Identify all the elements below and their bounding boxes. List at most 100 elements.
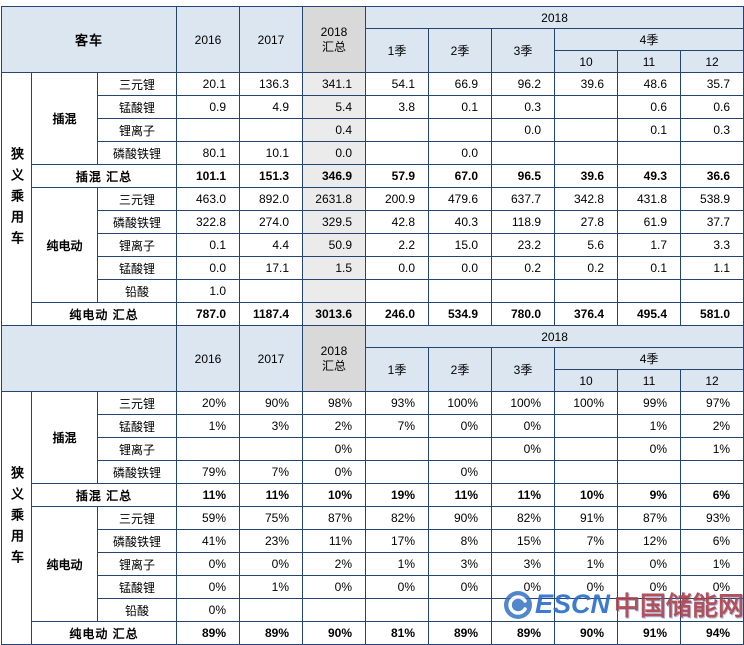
battery-type-label: 锰酸锂 bbox=[97, 256, 177, 280]
battery-type-label: 磷酸铁锂 bbox=[96, 460, 178, 484]
value-cell: 93% bbox=[365, 391, 430, 415]
battery-type-label: 锰酸锂 bbox=[97, 95, 177, 119]
value-cell bbox=[428, 437, 493, 461]
value-cell: 23.2 bbox=[491, 233, 555, 257]
value-cell: 4.9 bbox=[239, 95, 303, 119]
value-cell bbox=[239, 118, 303, 142]
value-cell: 0% bbox=[365, 575, 430, 599]
col-header-year-0: 2016 bbox=[176, 325, 241, 392]
corner-label: 客车 bbox=[1, 6, 177, 73]
value-cell: 27.8 bbox=[554, 210, 618, 234]
col-header-year-0: 2016 bbox=[176, 6, 240, 73]
side-label: 狭义乘用车 bbox=[1, 72, 32, 326]
value-cell bbox=[365, 118, 429, 142]
value-cell: 17.1 bbox=[239, 256, 303, 280]
value-cell: 2% bbox=[302, 414, 367, 438]
value-cell: 2.2 bbox=[365, 233, 429, 257]
value-cell: 322.8 bbox=[176, 210, 240, 234]
battery-table-2: 2016 2017 2018 汇总 2018 1季 2季 3季 4季 10 11 12 狭义乘用车 插混三… bbox=[0, 325, 744, 645]
value-cell: 0.1 bbox=[428, 95, 492, 119]
value-cell: 2% bbox=[680, 414, 744, 438]
value-cell: 90% bbox=[239, 391, 304, 415]
value-cell: 0.2 bbox=[491, 256, 555, 280]
value-cell: 9% bbox=[617, 483, 682, 507]
value-cell: 342.8 bbox=[554, 187, 618, 211]
col-header-2018-group: 2018 bbox=[365, 325, 744, 348]
value-cell: 1% bbox=[680, 437, 744, 461]
value-cell: 1% bbox=[617, 414, 682, 438]
value-cell: 8% bbox=[428, 529, 493, 553]
value-cell: 1% bbox=[239, 575, 304, 599]
value-cell: 780.0 bbox=[491, 302, 555, 326]
value-cell: 81% bbox=[365, 621, 430, 645]
value-cell: 0% bbox=[491, 437, 556, 461]
value-cell bbox=[679, 279, 744, 303]
col-header-quarter-1: 1季 bbox=[365, 347, 430, 392]
value-cell: 82% bbox=[491, 506, 556, 530]
value-cell bbox=[491, 141, 555, 165]
value-cell: 100% bbox=[491, 391, 556, 415]
value-cell: 246.0 bbox=[365, 302, 429, 326]
value-cell bbox=[491, 279, 555, 303]
col-header-quarter-3: 3季 bbox=[491, 347, 556, 392]
value-cell: 581.0 bbox=[679, 302, 744, 326]
value-cell: 7% bbox=[239, 460, 304, 484]
value-cell: 99% bbox=[617, 391, 682, 415]
value-cell bbox=[554, 437, 619, 461]
value-cell: 0.2 bbox=[554, 256, 618, 280]
value-cell: 0% bbox=[176, 598, 241, 622]
value-cell: 3% bbox=[239, 414, 304, 438]
col-header-year-1: 2017 bbox=[239, 325, 304, 392]
col-header-2018-group: 2018 bbox=[364, 6, 744, 29]
col-header-month-0: 10 bbox=[554, 50, 618, 73]
value-cell: 89% bbox=[176, 621, 241, 645]
value-cell bbox=[428, 118, 492, 142]
col-header-month-1: 11 bbox=[617, 369, 682, 392]
value-cell: 0% bbox=[428, 414, 493, 438]
value-cell: 463.0 bbox=[176, 187, 240, 211]
value-cell: 5.4 bbox=[302, 95, 366, 119]
battery-type-label: 磷酸铁锂 bbox=[96, 529, 178, 553]
value-cell: 11% bbox=[176, 483, 241, 507]
value-cell: 0% bbox=[617, 575, 682, 599]
value-cell bbox=[680, 598, 744, 622]
value-cell: 94% bbox=[680, 621, 744, 645]
value-cell: 3% bbox=[428, 552, 493, 576]
value-cell: 91% bbox=[617, 621, 682, 645]
group-label: 插混 bbox=[31, 391, 98, 484]
value-cell: 11% bbox=[302, 529, 367, 553]
value-cell: 67.0 bbox=[428, 164, 492, 188]
value-cell: 20.1 bbox=[176, 72, 240, 96]
value-cell: 79% bbox=[176, 460, 241, 484]
value-cell bbox=[491, 460, 556, 484]
value-cell bbox=[679, 141, 744, 165]
value-cell bbox=[239, 279, 303, 303]
value-cell: 0% bbox=[680, 575, 744, 599]
value-cell: 20% bbox=[176, 391, 241, 415]
value-cell: 2631.8 bbox=[302, 187, 366, 211]
value-cell: 1% bbox=[365, 552, 430, 576]
value-cell: 66.9 bbox=[428, 72, 492, 96]
value-cell: 0.1 bbox=[617, 256, 681, 280]
value-cell: 151.3 bbox=[239, 164, 303, 188]
value-cell: 0.3 bbox=[679, 118, 744, 142]
battery-type-label: 磷酸铁锂 bbox=[97, 141, 177, 165]
value-cell: 5.6 bbox=[554, 233, 618, 257]
value-cell bbox=[617, 279, 681, 303]
col-header-quarter-2: 2季 bbox=[428, 28, 492, 73]
value-cell: 0% bbox=[554, 575, 619, 599]
value-cell: 0% bbox=[617, 437, 682, 461]
value-cell: 39.6 bbox=[554, 72, 618, 96]
value-cell: 80.1 bbox=[176, 141, 240, 165]
value-cell: 87% bbox=[617, 506, 682, 530]
value-cell: 61.9 bbox=[617, 210, 681, 234]
value-cell: 534.9 bbox=[428, 302, 492, 326]
battery-type-label: 三元锂 bbox=[96, 506, 178, 530]
value-cell: 7% bbox=[365, 414, 430, 438]
value-cell: 39.6 bbox=[554, 164, 618, 188]
value-cell bbox=[554, 414, 619, 438]
value-cell: 479.6 bbox=[428, 187, 492, 211]
value-cell: 0% bbox=[302, 437, 367, 461]
value-cell: 0% bbox=[176, 575, 241, 599]
value-cell: 136.3 bbox=[239, 72, 303, 96]
